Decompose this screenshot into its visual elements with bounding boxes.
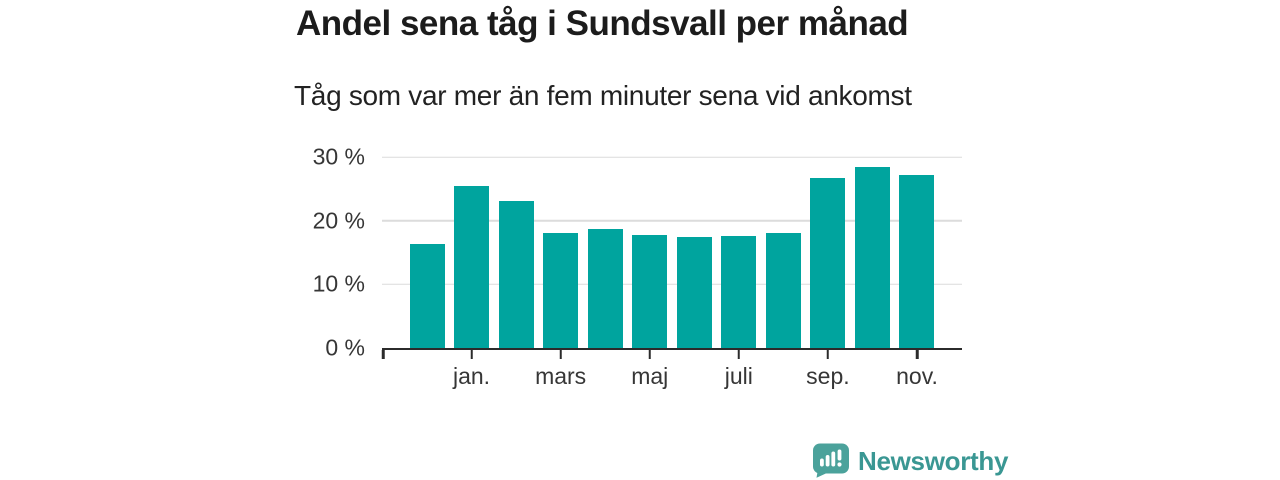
bars-container bbox=[382, 157, 962, 348]
bar-maj bbox=[632, 234, 668, 348]
gridline-30pct bbox=[382, 156, 962, 158]
x-axis-tick-label-mars: mars bbox=[535, 363, 587, 389]
chart-title: Andel sena tåg i Sundsvall per månad bbox=[296, 4, 909, 43]
newsworthy-chart-bubble-icon bbox=[813, 443, 849, 478]
x-axis-tick-label-nov: nov. bbox=[896, 363, 938, 389]
bar-chart-glyph bbox=[820, 449, 842, 467]
x-axis: jan. mars maj juli sep. nov. bbox=[381, 350, 962, 395]
bar-feb bbox=[498, 200, 534, 348]
x-axis-tick-label-juli: juli bbox=[724, 363, 753, 389]
plot-area bbox=[382, 156, 962, 350]
bar-nov bbox=[899, 175, 935, 348]
speech-bubble-shape bbox=[813, 443, 849, 478]
bar-okt bbox=[854, 167, 890, 348]
y-axis-tick-label: 30 % bbox=[312, 143, 365, 170]
bar-april bbox=[587, 228, 623, 348]
logo-wordmark: Newsworthy bbox=[858, 445, 1009, 476]
axis-start-tick bbox=[381, 350, 385, 359]
x-axis-tick-label-maj: maj bbox=[631, 363, 669, 389]
x-axis-tick-label-sep: sep. bbox=[806, 363, 850, 389]
x-axis-tick-mars bbox=[559, 350, 562, 359]
bar-juni bbox=[676, 237, 712, 348]
bar-sep bbox=[810, 178, 846, 348]
chart-subtitle: Tåg som var mer än fem minuter sena vid … bbox=[294, 80, 912, 111]
x-axis-tick-jan bbox=[470, 350, 473, 359]
y-axis-tick-label: 0 % bbox=[325, 334, 365, 361]
exclamation-dot bbox=[837, 462, 842, 467]
x-axis-tick-sep bbox=[826, 350, 830, 359]
newsworthy-logo: Newsworthy bbox=[812, 443, 1008, 478]
x-axis-tick-maj bbox=[648, 350, 651, 359]
y-axis-labels: 0 % 10 % 20 % 30 % bbox=[230, 145, 365, 359]
gridline-10pct bbox=[382, 283, 962, 286]
x-axis-tick-juli bbox=[737, 350, 741, 359]
bar-juli bbox=[721, 235, 757, 348]
bar-dec bbox=[409, 244, 445, 348]
bar-mars bbox=[543, 232, 579, 348]
gridline-20pct bbox=[382, 219, 962, 222]
x-axis-tick-nov bbox=[915, 350, 919, 359]
y-axis-tick-label: 20 % bbox=[312, 207, 365, 234]
bar-jan bbox=[454, 186, 490, 348]
x-axis-tick-label-jan: jan. bbox=[452, 363, 491, 389]
y-axis-tick-label: 10 % bbox=[312, 270, 365, 297]
exclamation-bar bbox=[837, 449, 842, 461]
bar-aug bbox=[765, 233, 801, 348]
